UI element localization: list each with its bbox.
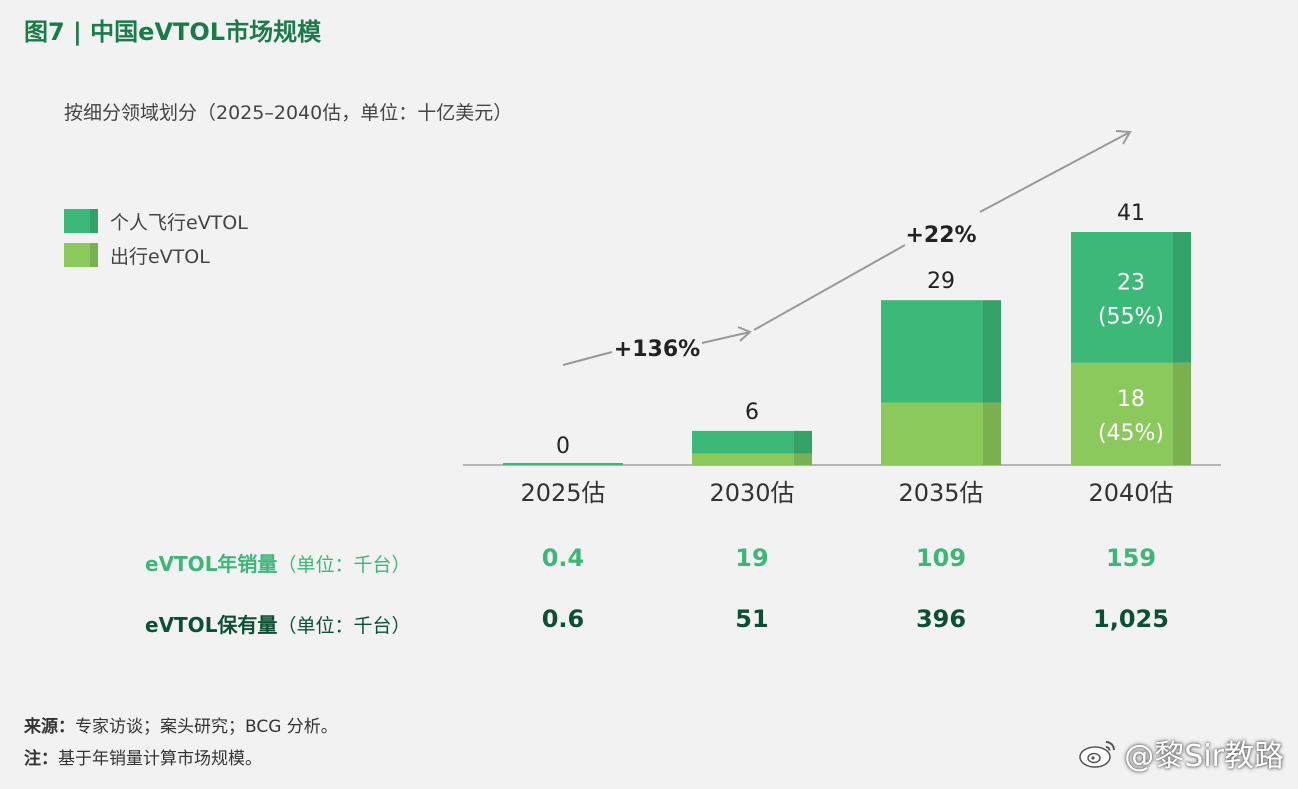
footnote-text: 基于年销量计算市场规模。 — [58, 749, 262, 769]
bar-total-label: 41 — [1117, 201, 1145, 226]
bar-segment-personal — [692, 430, 812, 454]
legend-label-mobility: 出行eVTOL — [110, 245, 210, 268]
chart-subtitle: 按细分领域划分（2025–2040估，单位：十亿美元） — [64, 102, 513, 124]
x-tick-label: 2035估 — [898, 479, 983, 507]
growth-label-2: +22% — [905, 223, 976, 248]
footnote-label: 注： — [24, 749, 58, 769]
x-tick-label: 2025估 — [520, 479, 605, 507]
legend-swatch-mobility — [64, 243, 98, 267]
segment-label-mobility: 18 — [1117, 387, 1145, 412]
annual-sales-value: 19 — [735, 544, 769, 572]
annual-sales-value: 109 — [915, 544, 967, 572]
segment-label-personal: (55%) — [1098, 304, 1164, 329]
bar-shade-personal — [983, 300, 1001, 403]
fleet-size-value: 396 — [915, 605, 967, 633]
weibo-icon — [1079, 741, 1116, 768]
growth-arrow-line-1 — [701, 331, 751, 344]
annual-sales-row: eVTOL年销量（单位：千台） 0.4 19 109 159 — [0, 542, 1298, 582]
x-tick-label: 2040估 — [1088, 479, 1173, 507]
bar-total-label: 6 — [745, 400, 759, 425]
footnote: 注：基于年销量计算市场规模。 — [24, 744, 262, 769]
bar-shade-personal — [794, 430, 812, 454]
bar-segment-mobility — [881, 402, 1001, 465]
bar-segment-mobility — [1071, 362, 1191, 465]
x-tick-label: 2030估 — [709, 479, 794, 507]
legend-swatch-personal — [64, 209, 98, 233]
fleet-size-label-text: eVTOL保有量 — [145, 613, 278, 637]
legend-label-personal: 个人飞行eVTOL — [110, 211, 248, 234]
annual-sales-label: eVTOL年销量（单位：千台） — [145, 548, 410, 577]
segment-label-personal: 23 — [1117, 270, 1145, 295]
annual-sales-value: 0.4 — [541, 544, 585, 572]
bar-shade-personal — [1173, 232, 1191, 363]
bar-segment-personal — [881, 300, 1001, 403]
bar-total-label: 0 — [556, 434, 570, 459]
growth-arrow-line-1 — [562, 351, 613, 366]
fleet-size-value: 51 — [735, 605, 769, 633]
source-text: 专家访谈；案头研究；BCG 分析。 — [75, 717, 338, 737]
figure-title: 图7 | 中国eVTOL市场规模 — [24, 18, 322, 46]
bar-shade-mobility — [983, 402, 1001, 465]
growth-arrow-head-2 — [1115, 130, 1132, 145]
bar-total-label: 29 — [927, 269, 955, 294]
bar-zero — [503, 463, 623, 465]
segment-label-mobility: (45%) — [1098, 421, 1164, 446]
fleet-size-row: eVTOL保有量（单位：千台） 0.6 51 396 1,025 — [0, 603, 1298, 643]
bar-shade-mobility — [1173, 362, 1191, 465]
growth-arrow-line-2 — [753, 244, 906, 331]
annual-sales-unit: （单位：千台） — [277, 554, 411, 576]
fleet-size-unit: （单位：千台） — [277, 615, 411, 637]
growth-arrow-line-2 — [979, 131, 1131, 213]
growth-label-1: +136% — [614, 337, 700, 362]
fleet-size-value: 0.6 — [541, 605, 585, 633]
bar-chart: 0 2025估 6 2030估 29 2035估 41 2040估 23 (55%) 18 (45%)… — [463, 130, 1221, 507]
source-note: 来源：专家访谈；案头研究；BCG 分析。 — [24, 712, 338, 737]
watermark: @黎Sir教路 — [1078, 731, 1284, 775]
growth-arrow-head-1 — [737, 326, 752, 342]
fleet-size-label: eVTOL保有量（单位：千台） — [145, 609, 410, 638]
bar-segment-mobility — [692, 453, 812, 465]
fleet-size-value: 1,025 — [1093, 605, 1169, 633]
annual-sales-label-text: eVTOL年销量 — [145, 552, 278, 576]
bar-segment-personal — [1071, 232, 1191, 363]
annual-sales-value: 159 — [1105, 544, 1157, 572]
chart-legend: 个人飞行eVTOL 出行eVTOL — [64, 204, 248, 272]
watermark-text: @黎Sir教路 — [1124, 739, 1284, 774]
source-label: 来源： — [24, 717, 75, 737]
bar-shade-mobility — [794, 453, 812, 465]
legend-item-mobility: 出行eVTOL — [64, 238, 248, 272]
legend-item-personal: 个人飞行eVTOL — [64, 204, 248, 238]
